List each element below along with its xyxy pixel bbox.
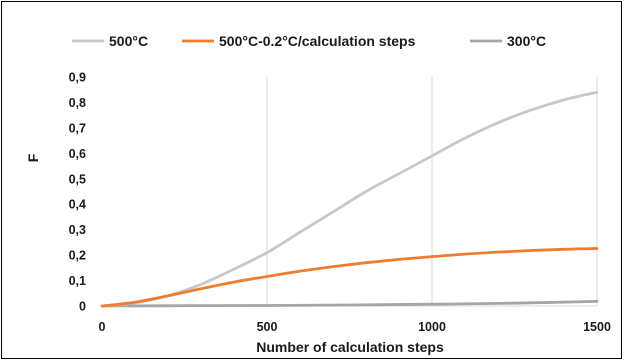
- y-tick-label: 0,5: [69, 172, 86, 186]
- series-line-0: [100, 90, 599, 308]
- y-axis-title: F: [25, 153, 41, 162]
- x-tick-label: 500: [257, 320, 278, 334]
- legend: 500°C 500°C-0.2°C/calculation steps 300°C: [72, 33, 546, 49]
- y-tick-label: 0,6: [69, 147, 86, 161]
- x-tick-label: 1000: [418, 320, 446, 334]
- series-line-1: [100, 247, 599, 308]
- y-tick-label: 0: [79, 300, 86, 314]
- y-tick-label: 0,9: [69, 71, 86, 85]
- y-tick-label: 0,7: [69, 121, 86, 135]
- y-tick-label: 0,3: [69, 223, 86, 237]
- y-tick-label: 0,4: [69, 198, 86, 212]
- series-line-2: [100, 300, 599, 308]
- x-tick-label: 1500: [583, 320, 611, 334]
- legend-label-2: 300°C: [507, 33, 546, 49]
- x-axis-title: Number of calculation steps: [256, 339, 444, 355]
- y-tick-label: 0,1: [69, 274, 86, 288]
- tick-labels: 0 500 1000 1500 0 0,1 0,2 0,3 0,4 0,5 0,6 0,7 0,8 0,9: [69, 71, 611, 335]
- series-lines: [100, 90, 599, 308]
- y-tick-label: 0,8: [69, 96, 86, 110]
- x-tick-label: 0: [99, 320, 106, 334]
- legend-label-0: 500°C: [109, 33, 148, 49]
- y-tick-label: 0,2: [69, 249, 86, 263]
- legend-label-1: 500°C-0.2°C/calculation steps: [219, 33, 416, 49]
- grid: [102, 77, 598, 307]
